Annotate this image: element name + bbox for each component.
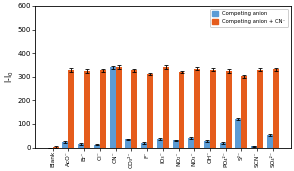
- Bar: [157, 139, 163, 148]
- Bar: [257, 70, 263, 148]
- Bar: [220, 143, 226, 148]
- Bar: [131, 70, 137, 148]
- Bar: [125, 139, 131, 148]
- Bar: [110, 67, 116, 148]
- Bar: [178, 72, 185, 148]
- Bar: [173, 140, 178, 148]
- Bar: [147, 74, 153, 148]
- Bar: [226, 71, 232, 148]
- Bar: [69, 70, 74, 148]
- Bar: [84, 71, 90, 148]
- Legend: Competing anion, Competing anion + CN⁻: Competing anion, Competing anion + CN⁻: [210, 9, 288, 27]
- Bar: [78, 144, 84, 148]
- Bar: [251, 146, 257, 148]
- Bar: [94, 145, 100, 148]
- Bar: [204, 141, 210, 148]
- Bar: [116, 67, 121, 148]
- Bar: [210, 70, 216, 148]
- Bar: [62, 142, 69, 148]
- Bar: [273, 69, 279, 148]
- Bar: [267, 135, 273, 148]
- Bar: [241, 76, 248, 148]
- Bar: [194, 69, 200, 148]
- Bar: [141, 143, 147, 148]
- Bar: [53, 147, 59, 148]
- Bar: [163, 67, 169, 148]
- Bar: [100, 70, 106, 148]
- Bar: [235, 119, 241, 148]
- Y-axis label: I-I$_0$: I-I$_0$: [4, 70, 16, 83]
- Bar: [188, 138, 194, 148]
